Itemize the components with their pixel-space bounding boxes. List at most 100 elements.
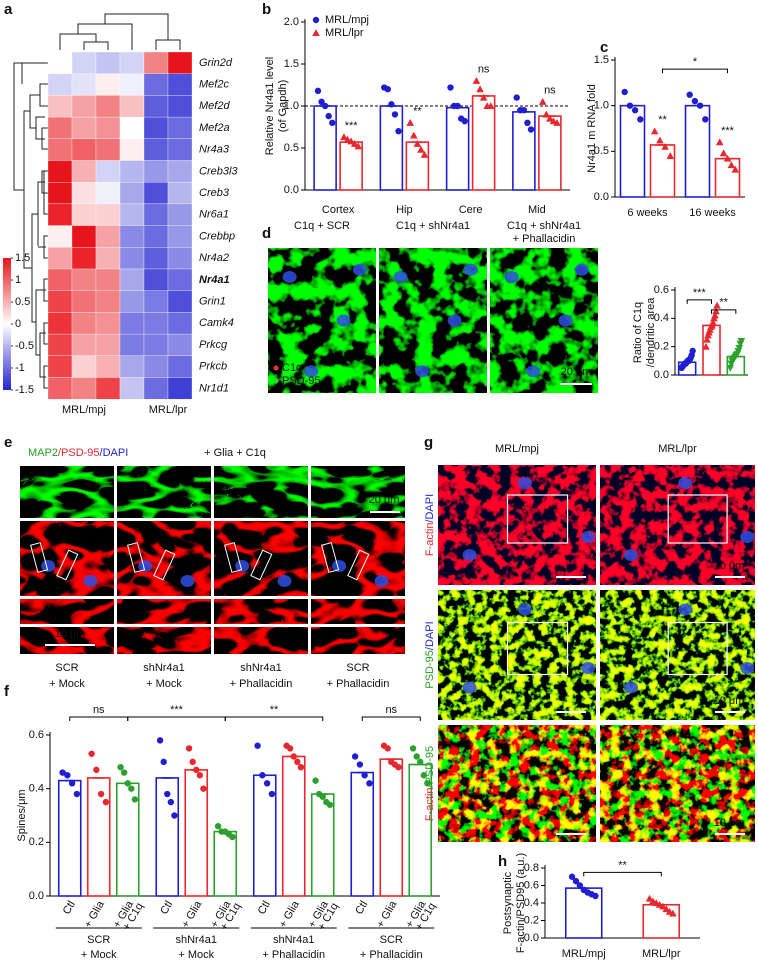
significance-bracket: [711, 309, 737, 314]
data-point: [702, 342, 710, 350]
data-point: [637, 116, 644, 123]
y-axis-label: Relative Nr4a1 level: [264, 57, 276, 155]
row-label: Nr6a1: [199, 209, 229, 221]
data-point: [128, 785, 135, 792]
data-point: [546, 114, 554, 122]
data-point: [229, 833, 236, 841]
bar-label: Ctl: [61, 899, 78, 917]
data-point: [689, 347, 696, 355]
heatmap-cell: [95, 377, 121, 400]
data-point: [388, 101, 395, 108]
data-point: [312, 777, 319, 784]
bar-label: Ctl: [158, 899, 175, 917]
row-label: Camk4: [199, 317, 234, 329]
heatmap-cell: [119, 203, 145, 226]
heatmap-cell: [47, 73, 73, 96]
y-tick-label: 0.0: [594, 191, 609, 203]
column-group-label: MRL/lpr: [149, 404, 188, 416]
data-point: [193, 766, 200, 774]
zoom-box: [127, 542, 146, 573]
nucleus: [462, 549, 477, 561]
y-tick-label: 0.2: [524, 914, 539, 926]
heatmap-cell: [47, 95, 73, 118]
x-tick-label: + Phallacidin: [262, 949, 325, 961]
image-title: + Phallacidin: [513, 233, 576, 245]
bar: [281, 755, 306, 897]
data-point: [297, 764, 305, 771]
significance-bracket: [686, 299, 712, 304]
micrograph-signal: [214, 627, 308, 654]
colorbar-tick-label: 0: [15, 318, 21, 330]
significance-bracket: [127, 716, 226, 722]
zoom-box: [56, 549, 79, 581]
heatmap-cell: [47, 160, 73, 183]
nucleus: [393, 271, 408, 283]
data-point: [196, 772, 204, 779]
data-point: [164, 790, 171, 798]
significance-label: ns: [385, 704, 397, 716]
row-label: Mef2d: [199, 100, 230, 112]
bar-label: Ctl: [256, 899, 273, 917]
heatmap-cell: [71, 95, 97, 118]
heatmap-cell: [167, 182, 193, 205]
heatmap-cell: [71, 51, 97, 74]
data-point: [318, 98, 325, 106]
significance-label: **: [413, 106, 422, 118]
data-point: [391, 111, 399, 118]
micrograph-signal: [311, 627, 405, 654]
image-title: C1q + shNr4a1: [507, 220, 581, 232]
data-point: [479, 93, 488, 101]
heatmap-cell: [71, 116, 97, 139]
bar: [714, 157, 741, 198]
heatmap-cell: [143, 51, 169, 74]
row-label: Creb3: [199, 187, 230, 199]
data-point: [527, 126, 535, 133]
y-axis-label: Postsynaptic: [502, 871, 514, 934]
colorbar-tick-label: 1: [15, 274, 21, 286]
data-point: [572, 877, 580, 885]
heatmap-cell: [95, 138, 121, 161]
y-tick-label: 0.8: [524, 862, 539, 874]
heatmap-cell: [71, 225, 97, 248]
heatmap-cell: [47, 377, 73, 400]
data-point: [409, 745, 417, 752]
bar: [649, 144, 676, 198]
colorbar: [3, 258, 11, 390]
data-point: [737, 337, 746, 345]
x-tick-label: Mid: [528, 204, 546, 216]
heatmap-cell: [47, 312, 73, 335]
data-point: [524, 119, 531, 127]
data-point: [702, 116, 709, 123]
panel-letter: g: [424, 434, 433, 451]
heatmap-cell: [143, 182, 169, 205]
heatmap-cell: [95, 225, 121, 248]
heatmap-cell: [71, 377, 97, 400]
heatmap-cell: [95, 247, 121, 270]
heatmap-cell: [71, 160, 97, 183]
data-point: [268, 790, 276, 798]
micrograph-signal: [438, 465, 596, 585]
significance-label: ns: [544, 85, 556, 97]
heatmap-cell: [71, 355, 97, 378]
data-point: [413, 140, 422, 147]
nucleus: [558, 314, 573, 327]
micrograph-signal: [117, 627, 211, 654]
panel-letter: e: [4, 434, 12, 451]
row-stain-label: F-actin/DAPI: [424, 494, 436, 556]
nucleus: [41, 560, 56, 572]
micrograph-signal: [20, 599, 114, 624]
bar: [512, 111, 536, 191]
y-tick-label: 0.0: [29, 890, 44, 902]
scale-label: 10 μm: [714, 817, 745, 829]
data-point: [709, 318, 717, 326]
micrograph-signal: [438, 725, 596, 842]
data-point: [645, 894, 654, 902]
bar-label: + Glia: [277, 898, 302, 930]
micrograph-signal: [600, 725, 755, 842]
significance-bracket: [69, 716, 129, 722]
data-point: [666, 152, 675, 159]
image-legend: C1q: [282, 362, 302, 374]
y-tick-label: 0.4: [29, 783, 44, 795]
scale-label: 10 μm: [714, 695, 745, 707]
heatmap-cell: [95, 290, 121, 313]
